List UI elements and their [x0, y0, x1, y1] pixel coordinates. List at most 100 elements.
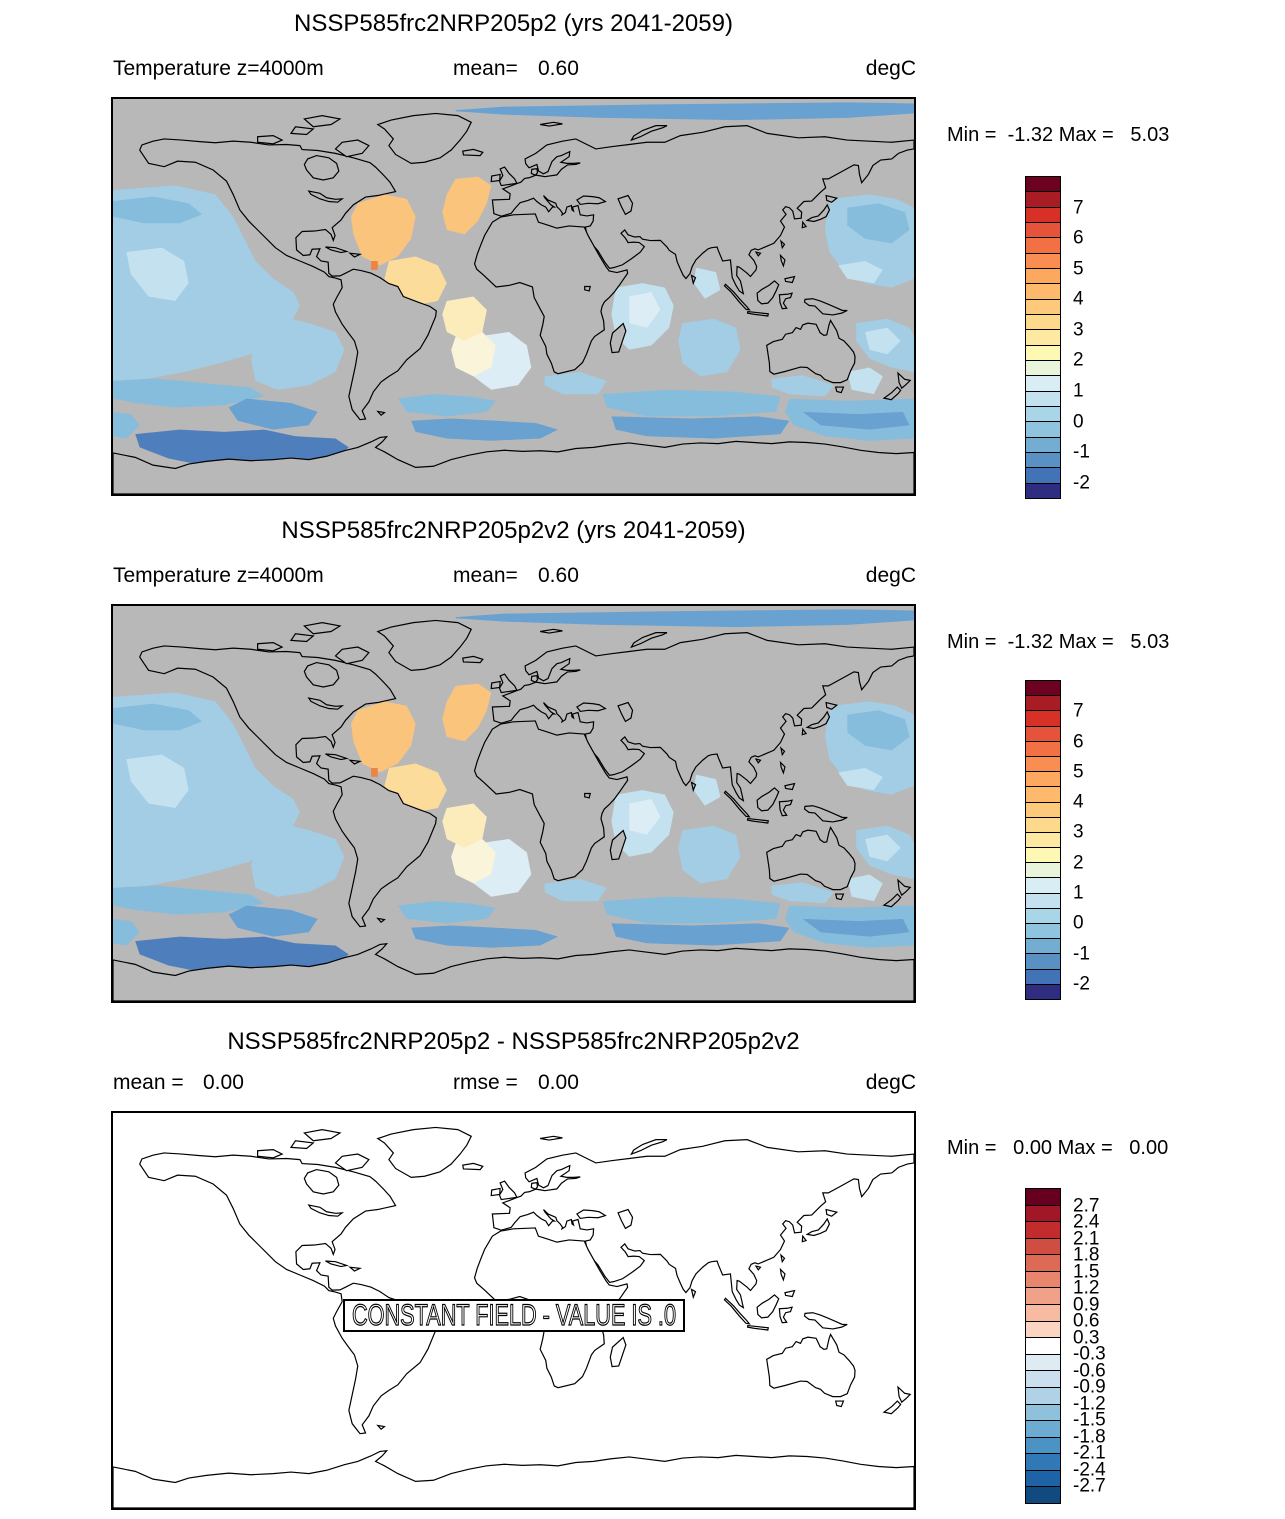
colorbar-cell: [1026, 801, 1060, 817]
panel2-map: [111, 604, 916, 1003]
panel3-rmse-value: 0.00: [538, 1071, 579, 1094]
colorbar-cell: [1026, 1370, 1060, 1387]
colorbar-cell: [1026, 771, 1060, 787]
panel1-field-label: Temperature z=4000m: [113, 57, 324, 80]
colorbar-tick-label: 0: [1073, 912, 1084, 934]
panel1-map: [111, 97, 916, 496]
colorbar-cell: [1026, 755, 1060, 772]
panel3-colorbar: 2.7 2.4 2.1 1.8 1.5 1.2 0.9 0.6 0.3 -0.3 -0.6 -0.9-…: [1025, 1188, 1106, 1504]
colorbar-cell: [1026, 862, 1060, 878]
colorbar-tick-label: 5: [1073, 258, 1084, 280]
colorbar-cell: [1026, 907, 1060, 923]
colorbar-tick-label: -1: [1073, 943, 1090, 965]
colorbar-cell: [1026, 923, 1060, 939]
colorbar-cell: [1026, 191, 1060, 207]
colorbar-tick-label: -2.4: [1073, 1459, 1106, 1481]
colorbar-cell: [1026, 1320, 1060, 1338]
panel2-mean-value: 0.60: [538, 564, 579, 587]
colorbar-cell: [1026, 313, 1060, 330]
colorbar-cell: [1026, 831, 1060, 848]
panel3-mean-label: mean =: [113, 1071, 184, 1094]
panel2-subtitle-row: Temperature z=4000m mean= 0.60 degC: [111, 564, 916, 590]
panel1-units-label: degC: [865, 57, 916, 80]
panel2-map-svg: [113, 606, 914, 1001]
colorbar-cell: [1026, 725, 1060, 741]
colorbar-cell: [1026, 252, 1060, 268]
colorbar-tick-label: 0.6: [1073, 1310, 1100, 1332]
colorbar-cell: [1026, 1304, 1060, 1321]
colorbar-cell: [1026, 267, 1060, 284]
colorbar-tick-label: 1: [1073, 882, 1084, 904]
colorbar-cell: [1026, 467, 1060, 483]
colorbar-tick-label: 7: [1073, 197, 1084, 219]
colorbar-tick-label: 0.9: [1073, 1294, 1100, 1316]
colorbar-tick-label: 0: [1073, 411, 1084, 433]
colorbar-cell: [1026, 1486, 1060, 1503]
colorbar-cell: [1026, 1221, 1060, 1238]
colorbar-tick-label: 7: [1073, 700, 1084, 722]
colorbar-cell: [1026, 221, 1060, 238]
colorbar-cell: [1026, 1189, 1060, 1205]
colorbar-tick-label: -0.9: [1073, 1376, 1106, 1398]
colorbar-cell: [1026, 1453, 1060, 1470]
colorbar-cell: [1026, 206, 1060, 222]
colorbar-cell: [1026, 482, 1060, 498]
panel1-minmax: Min = -1.32 Max = 5.03: [947, 124, 1170, 146]
colorbar-cell: [1026, 344, 1060, 360]
panel1-mean-label: mean=: [453, 57, 518, 80]
panel3-minmax: Min = 0.00 Max = 0.00: [947, 1137, 1169, 1159]
colorbar-cell: [1026, 1337, 1060, 1354]
panel2-title: NSSP585frc2NRP205p2v2 (yrs 2041-2059): [281, 517, 746, 544]
colorbar-tick-label: 6: [1073, 731, 1084, 753]
colorbar-tick-label: 4: [1073, 791, 1084, 813]
panel3-title: NSSP585frc2NRP205p2 - NSSP585frc2NRP205p…: [227, 1028, 800, 1055]
constant-field-text: CONSTANT FIELD - VALUE IS .0: [352, 1301, 676, 1330]
panel1-subtitle-row: Temperature z=4000m mean= 0.60 degC: [111, 57, 916, 83]
colorbar-cell: [1026, 953, 1060, 969]
colorbar-tick-label: -1.8: [1073, 1426, 1106, 1448]
colorbar-cell: [1026, 786, 1060, 802]
colorbar-cell: [1026, 329, 1060, 345]
panel3-subtitle-row: mean = 0.00 rmse = 0.00 degC: [111, 1071, 916, 1097]
colorbar-tick-label: 1.5: [1073, 1261, 1100, 1283]
panel2-units-label: degC: [865, 564, 916, 587]
colorbar-cell: [1026, 1270, 1060, 1288]
colorbar-cell: [1026, 1469, 1060, 1487]
panel3-rmse-label: rmse =: [453, 1071, 518, 1094]
colorbar-tick-label: 6: [1073, 227, 1084, 249]
colorbar-cell: [1026, 451, 1060, 468]
colorbar-cell: [1026, 1204, 1060, 1222]
colorbar-cell: [1026, 695, 1060, 711]
colorbar-cell: [1026, 1287, 1060, 1305]
panel2-minmax: Min = -1.32 Max = 5.03: [947, 631, 1170, 653]
colorbar-cell: [1026, 375, 1060, 391]
panel1-colorbar: 7 6 5 4 3 2 1 0 -1 -2: [1025, 176, 1090, 499]
colorbar-cell: [1026, 1386, 1060, 1404]
colorbar-cell: [1026, 298, 1060, 314]
colorbar-cell: [1026, 710, 1060, 726]
colorbar-tick-label: -1: [1073, 441, 1090, 463]
colorbar-tick-label: -2: [1073, 472, 1090, 494]
panel3-mean-value: 0.00: [203, 1071, 244, 1094]
colorbar-tick-label: 2: [1073, 852, 1084, 874]
colorbar-tick-label: 2.4: [1073, 1211, 1100, 1233]
colorbar-cell: [1026, 1436, 1060, 1454]
colorbar-tick-label: -2: [1073, 973, 1090, 995]
colorbar-cell: [1026, 681, 1060, 696]
colorbar-cell: [1026, 359, 1060, 376]
colorbar-cell: [1026, 1237, 1060, 1255]
colorbar-cell: [1026, 816, 1060, 832]
colorbar-tick-label: 0.3: [1073, 1327, 1100, 1349]
colorbar-cell: [1026, 177, 1060, 192]
colorbar-tick-label: 2.7: [1073, 1195, 1100, 1217]
panel3-map: CONSTANT FIELD - VALUE IS .0: [111, 1111, 916, 1510]
colorbar-tick-label: 1: [1073, 380, 1084, 402]
colorbar-cell: [1026, 968, 1060, 984]
panel1-mean-value: 0.60: [538, 57, 579, 80]
colorbar-cell: [1026, 283, 1060, 299]
colorbar-tick-label: 3: [1073, 319, 1084, 341]
colorbar-tick-label: -0.6: [1073, 1360, 1106, 1382]
colorbar-tick-label: -2.7: [1073, 1475, 1106, 1497]
colorbar-tick-label: 4: [1073, 288, 1084, 310]
